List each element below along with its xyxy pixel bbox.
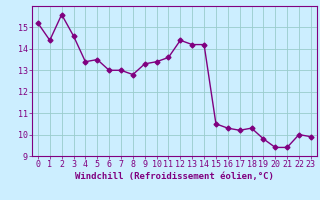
X-axis label: Windchill (Refroidissement éolien,°C): Windchill (Refroidissement éolien,°C) xyxy=(75,172,274,181)
